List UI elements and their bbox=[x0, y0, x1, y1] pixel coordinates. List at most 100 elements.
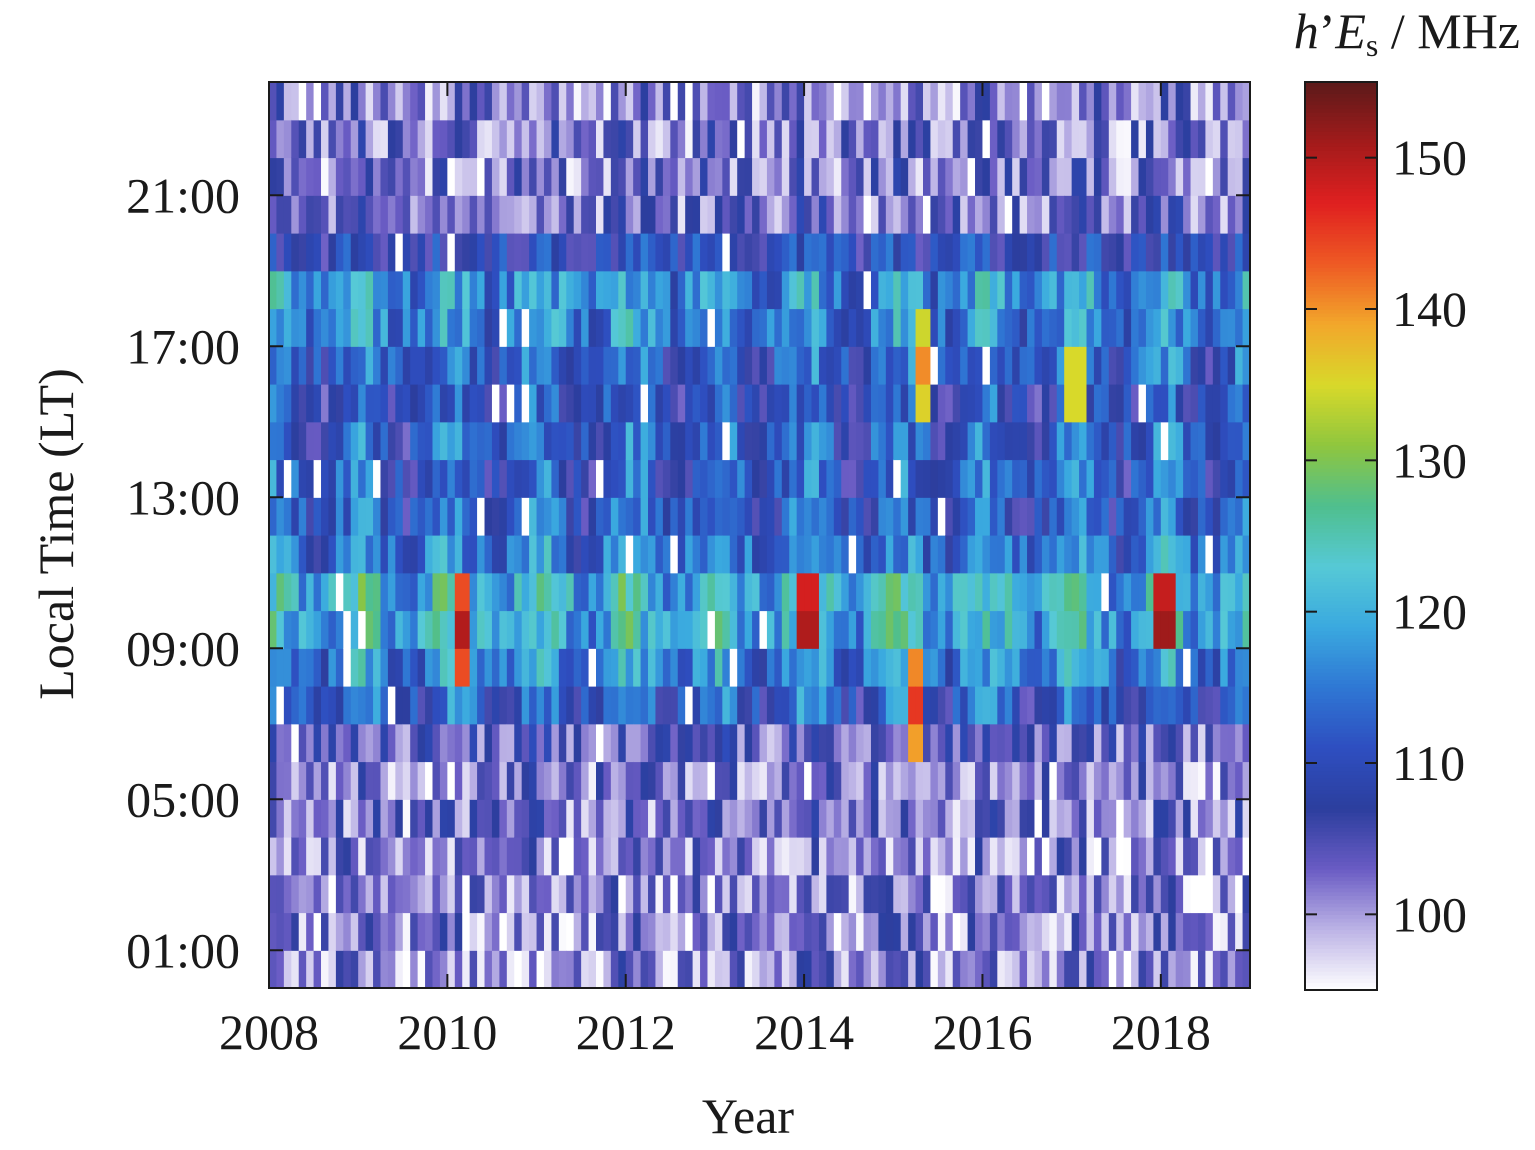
heatmap-cell bbox=[283, 648, 292, 687]
heatmap-cell bbox=[1071, 799, 1080, 838]
heatmap-cell bbox=[826, 157, 835, 196]
heatmap-cell bbox=[700, 346, 709, 385]
heatmap-cell bbox=[677, 270, 686, 310]
heatmap-cell bbox=[566, 799, 575, 838]
heatmap-cell bbox=[930, 195, 939, 234]
colorbar-swatch bbox=[1305, 683, 1377, 688]
heatmap-cell bbox=[1190, 82, 1199, 121]
heatmap-cell bbox=[1220, 950, 1229, 989]
heatmap-cell bbox=[744, 912, 753, 951]
heatmap-cell bbox=[1138, 82, 1147, 121]
heatmap-cell bbox=[269, 459, 278, 498]
heatmap-cell bbox=[633, 195, 642, 234]
heatmap-cell bbox=[841, 686, 850, 725]
heatmap-cell bbox=[878, 384, 887, 423]
heatmap-cell bbox=[477, 950, 486, 989]
heatmap-cell bbox=[477, 346, 486, 385]
heatmap-cell bbox=[900, 610, 909, 649]
heatmap-cell bbox=[1153, 270, 1162, 310]
heatmap-cell bbox=[781, 497, 790, 536]
heatmap-cell bbox=[975, 421, 984, 461]
colorbar-tick-label: 120 bbox=[1392, 584, 1467, 640]
heatmap-cell bbox=[313, 686, 322, 725]
heatmap-cell bbox=[1064, 686, 1073, 725]
heatmap-cell bbox=[521, 535, 530, 574]
heatmap-cell bbox=[796, 837, 805, 876]
heatmap-cell bbox=[975, 270, 984, 310]
heatmap-cell bbox=[432, 233, 441, 272]
heatmap-cell bbox=[536, 686, 545, 725]
heatmap-cell bbox=[997, 384, 1006, 423]
heatmap-cell bbox=[752, 308, 761, 347]
heatmap-cell bbox=[1012, 648, 1021, 687]
heatmap-cell bbox=[365, 346, 374, 385]
heatmap-cell bbox=[1049, 610, 1058, 649]
heatmap-cell bbox=[1064, 421, 1073, 461]
heatmap-cell bbox=[454, 686, 463, 725]
heatmap-cell bbox=[662, 799, 671, 838]
heatmap-cell bbox=[960, 459, 969, 498]
heatmap-cell bbox=[402, 308, 411, 347]
heatmap-cell bbox=[707, 497, 716, 536]
heatmap-cell bbox=[491, 912, 500, 951]
heatmap-cell bbox=[551, 270, 560, 310]
heatmap-cell bbox=[350, 874, 359, 914]
heatmap-cell bbox=[989, 308, 998, 347]
heatmap-cell bbox=[566, 195, 575, 234]
heatmap-cell bbox=[395, 723, 404, 763]
heatmap-cell bbox=[811, 912, 820, 951]
heatmap-cell bbox=[410, 421, 419, 461]
heatmap-cell bbox=[477, 723, 486, 763]
heatmap-cell bbox=[1168, 912, 1177, 951]
heatmap-cell bbox=[737, 572, 746, 612]
heatmap-cell bbox=[573, 761, 582, 800]
heatmap-cell bbox=[1049, 686, 1058, 725]
colorbar-swatch bbox=[1305, 104, 1377, 110]
heatmap-cell bbox=[826, 82, 835, 121]
heatmap-cell bbox=[1235, 497, 1244, 536]
heatmap-cell bbox=[633, 346, 642, 385]
heatmap-cell bbox=[506, 686, 515, 725]
heatmap-cell bbox=[514, 195, 523, 234]
heatmap-cell bbox=[1123, 157, 1132, 196]
heatmap-cell bbox=[967, 686, 976, 725]
heatmap-cell bbox=[692, 950, 701, 989]
heatmap-cell bbox=[945, 459, 954, 498]
heatmap-cell bbox=[1183, 874, 1192, 914]
heatmap-cell bbox=[833, 723, 842, 763]
x-tick-label: 2010 bbox=[397, 1004, 497, 1060]
heatmap-cell bbox=[566, 648, 575, 687]
heatmap-cell bbox=[1205, 82, 1214, 121]
heatmap-cell bbox=[1183, 459, 1192, 498]
heatmap-cell bbox=[1168, 874, 1177, 914]
heatmap-cell bbox=[700, 195, 709, 234]
heatmap-cell bbox=[811, 761, 820, 800]
heatmap-cell bbox=[1086, 723, 1095, 763]
heatmap-cell bbox=[1019, 308, 1028, 347]
heatmap-cell bbox=[610, 270, 619, 310]
heatmap-cell bbox=[588, 82, 597, 121]
heatmap-cell bbox=[521, 82, 530, 121]
heatmap-cell bbox=[670, 761, 679, 800]
heatmap-cell bbox=[1153, 384, 1162, 423]
heatmap-cell bbox=[923, 648, 932, 687]
heatmap-cell bbox=[878, 119, 887, 159]
heatmap-cell bbox=[1205, 799, 1214, 838]
heatmap-cell bbox=[685, 157, 694, 196]
heatmap-cell bbox=[1131, 497, 1140, 536]
heatmap-cell bbox=[796, 497, 805, 536]
heatmap-cell bbox=[365, 270, 374, 310]
heatmap-cell bbox=[945, 874, 954, 914]
heatmap-cell bbox=[796, 233, 805, 272]
heatmap-cell bbox=[1160, 761, 1169, 800]
heatmap-cell bbox=[291, 82, 300, 121]
heatmap-cell bbox=[432, 950, 441, 989]
heatmap-cell bbox=[781, 270, 790, 310]
colorbar-swatch bbox=[1305, 240, 1377, 246]
heatmap-cell bbox=[298, 912, 307, 951]
heatmap-cell bbox=[1168, 195, 1177, 234]
heatmap-cell bbox=[588, 157, 597, 196]
heatmap-cell bbox=[975, 119, 984, 159]
heatmap-cell bbox=[759, 837, 768, 876]
heatmap-cell bbox=[997, 308, 1006, 347]
